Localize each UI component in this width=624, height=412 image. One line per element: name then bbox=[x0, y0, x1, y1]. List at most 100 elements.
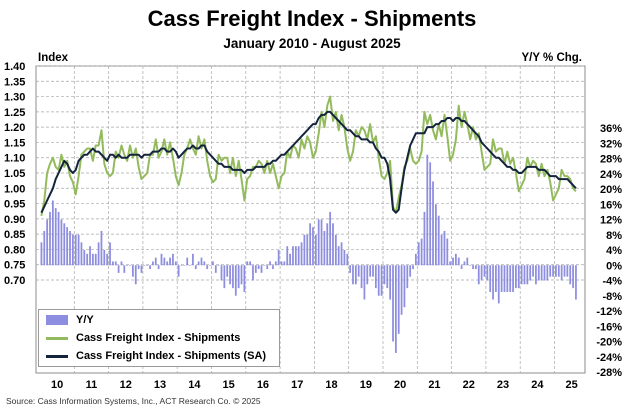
yy-bar bbox=[120, 261, 123, 266]
yy-bar bbox=[277, 250, 280, 266]
yy-bar bbox=[97, 242, 100, 266]
yy-bar bbox=[189, 265, 191, 266]
yy-bar bbox=[372, 265, 374, 277]
yy-bar bbox=[437, 215, 440, 266]
yy-bar bbox=[154, 257, 157, 266]
yy-bar bbox=[457, 257, 460, 266]
y-right-tick-label: 28% bbox=[600, 154, 622, 166]
chart-legend: Y/Y Cass Freight Index - Shipments Cass … bbox=[38, 309, 280, 367]
yy-bar bbox=[186, 257, 189, 266]
yy-bar bbox=[492, 265, 494, 300]
yy-bar bbox=[243, 265, 246, 292]
yy-bar bbox=[349, 265, 352, 273]
y-right-tick-label: -8% bbox=[602, 291, 622, 303]
yy-bar bbox=[223, 265, 226, 289]
yy-bar bbox=[503, 265, 506, 292]
yy-bar bbox=[360, 265, 363, 289]
yy-bar bbox=[575, 265, 577, 300]
yy-bar bbox=[134, 265, 137, 285]
yy-bar bbox=[409, 265, 412, 277]
y-left-tick-label: 0.75 bbox=[4, 260, 25, 272]
yy-bar bbox=[380, 265, 383, 296]
yy-bar bbox=[374, 265, 377, 289]
yy-bar bbox=[269, 261, 271, 266]
y-right-tick-label: 12% bbox=[600, 215, 622, 227]
yy-bar bbox=[526, 265, 529, 285]
series-line-shipments bbox=[40, 95, 577, 216]
yy-bar bbox=[366, 265, 369, 285]
yy-bar bbox=[163, 257, 166, 266]
yy-bar bbox=[549, 265, 552, 277]
yy-bar bbox=[552, 265, 554, 277]
yy-bar bbox=[149, 265, 151, 270]
yy-bar bbox=[406, 265, 409, 289]
yy-bar bbox=[369, 265, 372, 277]
yy-bar bbox=[314, 234, 317, 266]
yy-bar bbox=[397, 265, 400, 334]
yy-bar bbox=[252, 265, 254, 281]
yy-bar bbox=[414, 253, 417, 266]
yy-bar bbox=[320, 219, 323, 266]
yy-bar bbox=[54, 208, 57, 266]
yy-bar bbox=[129, 265, 131, 266]
legend-swatch-shipments-sa bbox=[46, 354, 68, 358]
y-left-tick-label: 0.80 bbox=[4, 244, 25, 256]
legend-item-shipments-sa: Cass Freight Index - Shipments (SA) bbox=[39, 347, 266, 365]
right-axis-label: Y/Y % Chg. bbox=[521, 52, 583, 64]
yy-bar bbox=[40, 242, 43, 266]
yy-bar bbox=[477, 265, 480, 285]
yy-bar bbox=[326, 223, 329, 266]
x-tick-label: 20 bbox=[394, 379, 406, 391]
x-tick-label: 13 bbox=[154, 379, 166, 391]
y-right-tick-label: 20% bbox=[600, 184, 622, 196]
yy-bar bbox=[394, 265, 397, 353]
yy-bar bbox=[506, 265, 509, 292]
yy-bar bbox=[220, 265, 223, 281]
legend-swatch-yy bbox=[46, 315, 68, 325]
yy-bar bbox=[392, 265, 394, 342]
yy-bar bbox=[140, 265, 143, 273]
yy-bar bbox=[94, 253, 97, 266]
yy-bar bbox=[226, 265, 229, 277]
yy-bar bbox=[569, 265, 572, 285]
yy-bar bbox=[440, 234, 443, 266]
yy-bar bbox=[60, 219, 63, 266]
yy-bar bbox=[535, 265, 537, 285]
yy-bar bbox=[112, 261, 114, 266]
yy-bar bbox=[540, 265, 543, 281]
yy-bar bbox=[560, 265, 563, 281]
yy-bar bbox=[234, 265, 237, 296]
yy-bar bbox=[237, 265, 240, 289]
yy-bar bbox=[91, 253, 94, 266]
legend-item-shipments: Cass Freight Index - Shipments bbox=[39, 329, 240, 347]
yy-bar bbox=[463, 261, 466, 266]
yy-bar bbox=[300, 242, 303, 266]
y-left-tick-label: 0.85 bbox=[4, 229, 25, 241]
yy-bar bbox=[495, 265, 497, 292]
yy-bar bbox=[254, 265, 257, 273]
y-left-tick-label: 1.05 bbox=[4, 168, 25, 180]
y-left-tick-label: 1.20 bbox=[4, 122, 25, 134]
yy-bar bbox=[286, 246, 289, 266]
yy-bar bbox=[103, 250, 106, 266]
x-tick-label: 11 bbox=[86, 379, 98, 391]
yy-bar bbox=[260, 265, 263, 273]
yy-bar bbox=[214, 265, 217, 273]
yy-bar bbox=[83, 250, 86, 266]
yy-bar bbox=[455, 253, 457, 266]
y-left-tick-label: 0.90 bbox=[4, 214, 25, 226]
yy-bar bbox=[557, 265, 560, 277]
y-right-tick-label: 8% bbox=[606, 230, 622, 242]
left-axis-label: Index bbox=[38, 52, 69, 64]
yy-bar bbox=[49, 211, 51, 266]
legend-label-shipments-sa: Cass Freight Index - Shipments (SA) bbox=[76, 350, 267, 362]
yy-bar bbox=[217, 265, 220, 266]
y-left-tick-label: 1.15 bbox=[4, 137, 25, 149]
x-tick-label: 19 bbox=[360, 379, 372, 391]
yy-bar bbox=[515, 265, 517, 289]
x-tick-label: 16 bbox=[257, 379, 269, 391]
yy-bar bbox=[257, 265, 260, 270]
legend-item-yy: Y/Y bbox=[39, 311, 94, 329]
yy-bar bbox=[432, 181, 434, 266]
series-line-shipments-sa bbox=[40, 110, 577, 214]
